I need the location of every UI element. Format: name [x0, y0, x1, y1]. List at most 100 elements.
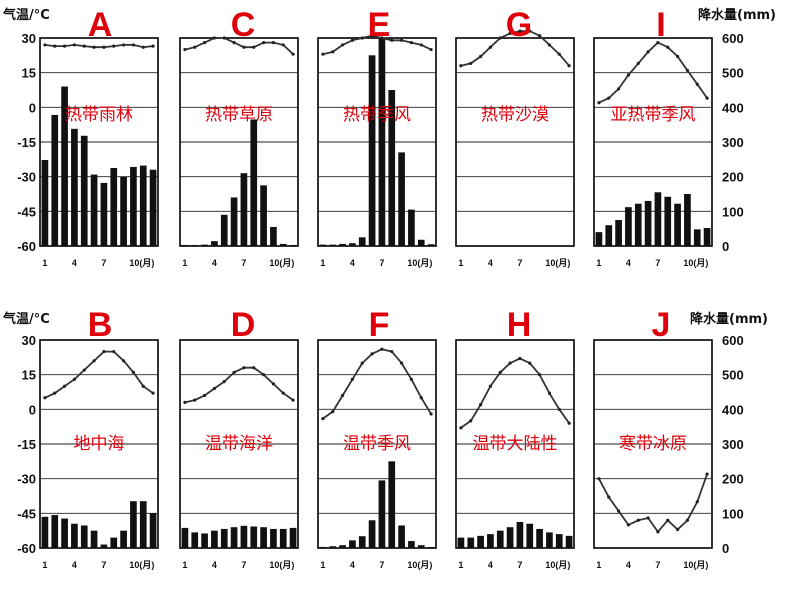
temperature-point	[459, 64, 463, 68]
right-axis-tick-label: 500	[722, 368, 744, 383]
temperature-point	[291, 52, 295, 56]
temperature-point	[340, 43, 345, 47]
precipitation-bar	[555, 534, 563, 548]
precipitation-bar	[398, 152, 405, 246]
precipitation-bar	[644, 200, 652, 246]
precipitation-bar	[654, 192, 662, 246]
month-tick-label: 1	[182, 258, 187, 268]
temperature-point	[498, 370, 502, 374]
temperature-point	[597, 477, 601, 481]
climate-type-label: 亚热带季风	[611, 105, 696, 125]
temperature-point	[636, 61, 640, 66]
precipitation-bar	[605, 225, 613, 246]
month-tick-label: 4	[212, 560, 217, 570]
precipitation-bar	[358, 237, 366, 246]
temperature-point	[675, 54, 680, 59]
temperature-point	[429, 47, 433, 52]
left-axis-tick-label: 30	[22, 333, 36, 348]
precipitation-bar	[191, 244, 199, 246]
temperature-point	[636, 518, 640, 522]
temperature-point	[675, 527, 680, 532]
precipitation-bar	[220, 214, 228, 246]
precipitation-bar	[417, 545, 425, 548]
precipitation-bar	[240, 525, 248, 548]
temperature-point	[72, 377, 77, 381]
month-tick-label: 1	[320, 560, 325, 570]
right-axis-tick-label: 300	[722, 135, 744, 150]
temperature-point	[508, 361, 512, 365]
temperature-point	[705, 96, 709, 100]
temperature-point	[528, 29, 532, 33]
left-axis-tick-label: 0	[29, 100, 36, 115]
month-tick-label: 7	[379, 560, 384, 570]
month-tick-label: 1	[596, 560, 601, 570]
temperature-point	[607, 495, 611, 499]
temperature-point	[261, 41, 266, 45]
right-axis-tick-label: 0	[722, 541, 729, 556]
left-axis-title-top: 气温/°C	[3, 7, 50, 23]
precipitation-bar	[477, 535, 484, 548]
temperature-point	[695, 500, 699, 504]
temperature-point	[92, 45, 96, 49]
climate-type-label: 热带沙漠	[481, 105, 549, 125]
right-axis-tick-label: 200	[722, 472, 744, 487]
temperature-line	[322, 34, 432, 56]
precipitation-bar	[270, 528, 277, 548]
temperature-point	[666, 45, 670, 49]
climate-panel-j: 1 4 7 10(月) J 寒带冰原	[593, 306, 713, 570]
temperature-point	[242, 366, 246, 370]
temperature-point	[202, 393, 207, 398]
precipitation-bar	[51, 114, 59, 247]
month-tick-label: 10(月)	[129, 560, 154, 570]
temperature-point	[331, 50, 335, 54]
temperature-point	[222, 36, 226, 40]
temperature-point	[528, 361, 532, 365]
temperature-point	[222, 380, 226, 384]
temperature-point	[252, 45, 256, 49]
precipitation-bar	[378, 38, 386, 246]
panel-letter: E	[368, 6, 391, 44]
precipitation-bar	[319, 244, 327, 246]
temperature-point	[390, 349, 394, 354]
temperature-point	[193, 398, 197, 402]
temperature-point	[380, 36, 384, 40]
right-axis-tick-label: 100	[722, 506, 744, 521]
precipitation-bar	[120, 530, 127, 548]
precipitation-bar	[664, 196, 672, 246]
month-tick-label: 10(月)	[545, 258, 570, 268]
right-axis-tick-label: 100	[722, 204, 744, 219]
temperature-point	[121, 43, 126, 47]
precipitation-bar	[211, 530, 218, 548]
temperature-point	[498, 36, 502, 40]
precipitation-bar	[100, 182, 108, 246]
temperature-point	[478, 403, 483, 407]
precipitation-bar	[378, 480, 386, 548]
left-axis-tick-label: -60	[17, 541, 36, 556]
climate-panel-h: 1 4 7 10(月) H 温带大陆性	[455, 306, 575, 570]
panel-letter: D	[231, 306, 256, 344]
precipitation-bar	[80, 135, 88, 246]
precipitation-bar	[319, 546, 327, 548]
month-tick-label: 10(月)	[545, 560, 570, 570]
month-tick-label: 1	[42, 258, 47, 268]
precipitation-bar	[467, 537, 475, 548]
month-tick-label: 4	[350, 258, 355, 268]
left-axis-tick-label: -15	[17, 135, 36, 150]
temperature-point	[488, 384, 493, 388]
temperature-line	[184, 37, 294, 55]
month-tick-label: 10(月)	[683, 560, 708, 570]
precipitation-bar	[110, 168, 118, 246]
temperature-line	[460, 30, 570, 67]
precipitation-bar	[526, 523, 534, 548]
precipitation-bar	[417, 239, 425, 246]
precipitation-bar	[250, 526, 258, 548]
temperature-point	[399, 361, 404, 365]
temperature-point	[705, 472, 709, 476]
precipitation-bar	[368, 520, 376, 548]
month-tick-label: 7	[101, 560, 106, 570]
temperature-point	[567, 64, 571, 68]
climate-panel-b: 1 4 7 10(月) B 地中海	[39, 306, 159, 570]
precipitation-bar	[329, 546, 337, 548]
precipitation-bar	[181, 244, 189, 246]
precipitation-bar	[149, 169, 157, 246]
